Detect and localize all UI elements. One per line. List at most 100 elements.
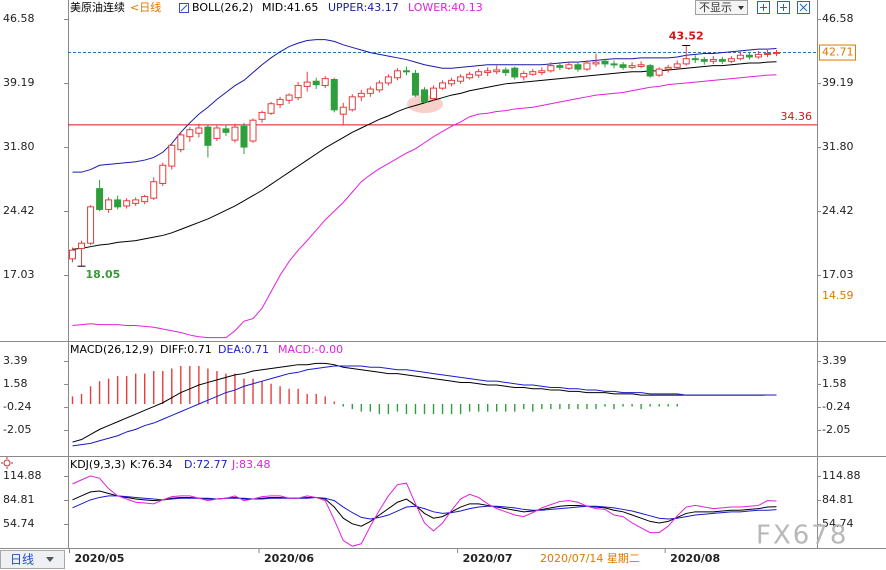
y-tick-label-right: 24.42 bbox=[822, 204, 854, 217]
indicator-title: BOLL(26,2) bbox=[192, 1, 253, 14]
candle-body bbox=[222, 128, 230, 133]
candle-body bbox=[709, 59, 717, 62]
watermark: FX678 bbox=[756, 521, 848, 551]
settings-icon-ring bbox=[3, 459, 11, 467]
legend-dea: DEA:0.71 bbox=[218, 343, 269, 356]
instrument-title: 美原油连续 bbox=[70, 0, 125, 14]
candle-body bbox=[69, 249, 77, 260]
zoom-out-icon bbox=[780, 4, 787, 11]
y-tick-label-left: -2.05 bbox=[3, 423, 31, 436]
candle-body bbox=[330, 78, 338, 111]
candle-body bbox=[772, 52, 780, 55]
candle-body bbox=[159, 164, 167, 184]
close-icon bbox=[799, 3, 808, 12]
candle-body bbox=[357, 92, 365, 98]
candle-body bbox=[303, 81, 311, 87]
y-tick-label-right: 3.39 bbox=[822, 354, 847, 367]
legend-d: D:72.77 bbox=[184, 458, 228, 471]
candle-body bbox=[628, 65, 636, 68]
y-tick-label-right: 1.58 bbox=[822, 377, 847, 390]
candle-body bbox=[430, 87, 438, 100]
candle-body bbox=[502, 69, 510, 74]
last-price-label: 42.71 bbox=[822, 46, 854, 59]
period-tab-arrow bbox=[46, 557, 54, 562]
y-tick-label-left: 31.80 bbox=[3, 140, 35, 153]
legend-upper: UPPER:43.17 bbox=[328, 1, 399, 14]
legend-mid: MID:41.65 bbox=[262, 1, 318, 14]
y-tick-label-right: -0.24 bbox=[822, 400, 850, 413]
y-tick-label-left: 114.88 bbox=[3, 469, 42, 482]
y-tick-label-right: 54.74 bbox=[822, 517, 854, 530]
candle-body bbox=[384, 76, 392, 84]
kdj-line bbox=[72, 475, 777, 547]
kdj-line bbox=[72, 495, 777, 520]
candle-body bbox=[727, 58, 735, 62]
y-tick-label-left: 24.42 bbox=[3, 204, 35, 217]
legend-diff: DIFF:0.71 bbox=[160, 343, 212, 356]
indicator-icon-stroke bbox=[180, 4, 188, 12]
candle-body bbox=[556, 65, 564, 68]
candle-body bbox=[141, 195, 149, 203]
candle-body bbox=[177, 134, 185, 151]
candle-body bbox=[258, 111, 266, 120]
candle-body bbox=[249, 119, 257, 142]
candle-body bbox=[366, 88, 374, 94]
y-tick-label-left: -0.24 bbox=[3, 400, 31, 413]
y-tick-label-left: 54.74 bbox=[3, 517, 35, 530]
candle-body bbox=[565, 64, 573, 69]
candle-body bbox=[745, 54, 753, 58]
period-tab-label: 日线 bbox=[10, 553, 34, 567]
legend-k: K:76.34 bbox=[130, 458, 172, 471]
candle-body bbox=[547, 65, 555, 72]
period-tab[interactable] bbox=[0, 550, 65, 569]
candle-body bbox=[457, 76, 465, 82]
candle-body bbox=[339, 106, 347, 115]
candle-body bbox=[348, 96, 356, 111]
candle-body bbox=[646, 65, 654, 77]
candle-body bbox=[511, 67, 519, 78]
y-tick-label-left: 17.03 bbox=[3, 268, 35, 281]
macd-line bbox=[72, 365, 777, 447]
candle-body bbox=[375, 82, 383, 91]
y-tick-label-right: 46.58 bbox=[822, 12, 854, 25]
candle-body bbox=[673, 63, 681, 68]
dropdown[interactable] bbox=[695, 0, 748, 15]
candle-body bbox=[276, 98, 284, 106]
macd-title: MACD(26,12,9) bbox=[70, 343, 154, 356]
settings-icon[interactable] bbox=[1, 457, 13, 469]
candle-body bbox=[718, 59, 726, 62]
candle-body bbox=[439, 82, 447, 89]
high-label: 43.52 bbox=[669, 30, 704, 43]
candle-body bbox=[754, 53, 762, 58]
range-low-label: 14.59 bbox=[822, 289, 854, 302]
settings-icon-rays bbox=[1, 457, 13, 469]
candle-body bbox=[466, 73, 474, 79]
period-label: <日线 bbox=[130, 0, 161, 14]
candle-body bbox=[574, 64, 582, 70]
y-tick-label-left: 1.58 bbox=[3, 377, 28, 390]
candle-body bbox=[168, 144, 176, 167]
legend-j: J:83.48 bbox=[231, 458, 270, 471]
candle-body bbox=[637, 64, 645, 67]
candle-body bbox=[763, 52, 771, 55]
candle-body bbox=[655, 68, 663, 76]
candle-body bbox=[664, 66, 672, 70]
candle-body bbox=[493, 69, 501, 73]
x-tick-label: 2020/08 bbox=[670, 552, 720, 565]
candle-body bbox=[87, 206, 95, 244]
y-tick-label-right: 114.88 bbox=[822, 469, 861, 482]
candle-body bbox=[601, 60, 609, 65]
y-tick-label-right: 39.19 bbox=[822, 76, 854, 89]
kdj-line bbox=[72, 490, 777, 527]
candle-body bbox=[132, 199, 140, 204]
candle-body bbox=[592, 61, 600, 65]
y-tick-label-right: 31.80 bbox=[822, 140, 854, 153]
y-tick-label-right: -2.05 bbox=[822, 423, 850, 436]
candle-body bbox=[691, 58, 699, 61]
candle-body bbox=[529, 71, 537, 75]
y-tick-label-left: 84.81 bbox=[3, 493, 35, 506]
last-price-box bbox=[819, 44, 856, 61]
x-tick-label: 2020/07 bbox=[463, 552, 513, 565]
candle-body bbox=[294, 85, 302, 99]
